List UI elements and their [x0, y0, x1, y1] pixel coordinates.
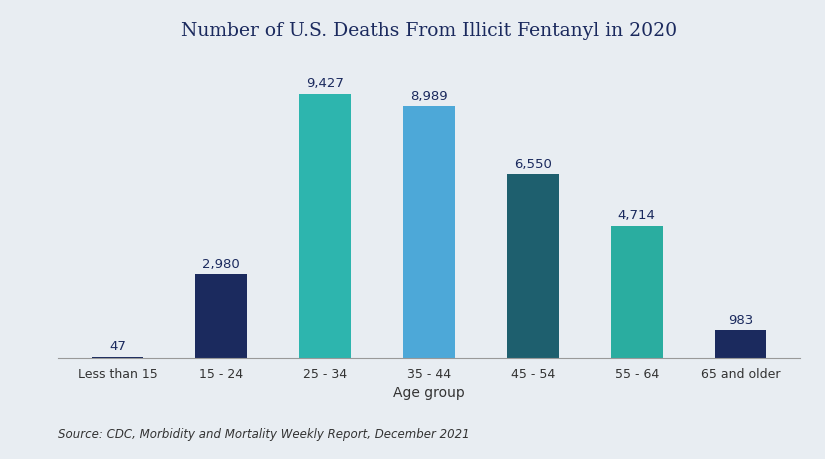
Text: 6,550: 6,550: [514, 158, 552, 171]
Title: Number of U.S. Deaths From Illicit Fentanyl in 2020: Number of U.S. Deaths From Illicit Fenta…: [181, 22, 677, 39]
Bar: [610, 226, 662, 358]
Text: 47: 47: [109, 340, 126, 353]
Bar: [92, 357, 144, 358]
Text: 9,427: 9,427: [306, 77, 344, 90]
Bar: [403, 106, 455, 358]
Text: 983: 983: [728, 314, 753, 327]
Text: 2,980: 2,980: [202, 258, 240, 271]
Text: 8,989: 8,989: [410, 90, 448, 102]
Text: 4,714: 4,714: [618, 209, 656, 223]
Bar: [299, 94, 351, 358]
Bar: [714, 330, 766, 358]
Text: Source: CDC, Morbidity and Mortality Weekly Report, December 2021: Source: CDC, Morbidity and Mortality Wee…: [58, 428, 469, 441]
X-axis label: Age group: Age group: [394, 386, 464, 400]
Bar: [196, 274, 247, 358]
Bar: [507, 174, 559, 358]
